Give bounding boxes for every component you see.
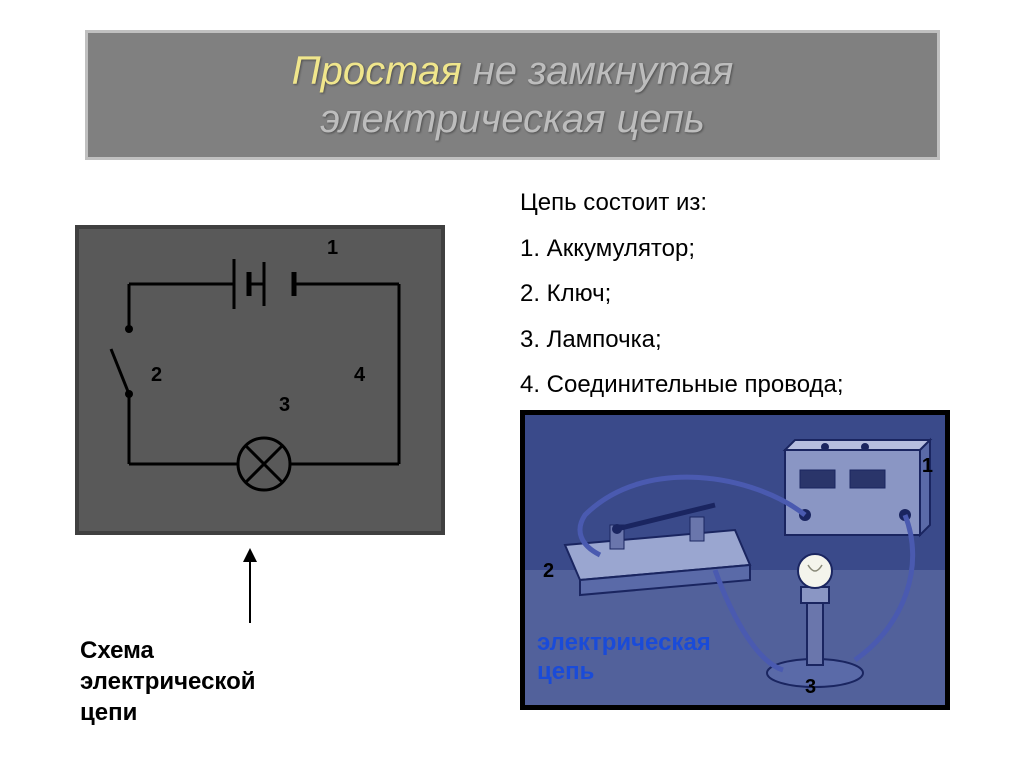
schematic-caption: Схема электрической цепи [80,635,256,729]
title-part3: электрическая цепь [320,97,705,141]
circuit-svg [79,229,441,531]
list-heading: Цепь состоит из: [520,180,844,226]
title-part2: не замкнутая [473,49,734,93]
schematic-diagram: 1 2 3 4 [75,225,445,535]
schematic-label-4: 4 [354,364,365,387]
slide-title: Простая не замкнутая электрическая цепь [85,30,940,160]
title-part1: Простая [292,49,462,93]
title-heading: Простая не замкнутая электрическая цепь [292,47,734,143]
photo-label-3: 3 [805,676,816,699]
photo-panel: 1 2 3 электрическая цепь [520,410,950,710]
list-item: 2. Ключ; [520,271,844,317]
schematic-label-1: 1 [327,237,338,260]
component-list: Цепь состоит из: 1. Аккумулятор; 2. Ключ… [520,180,844,408]
schematic-label-2: 2 [151,364,162,387]
list-item: 1. Аккумулятор; [520,226,844,272]
schematic-label-3: 3 [279,394,290,417]
photo-label-1: 1 [922,455,933,478]
list-item: 3. Лампочка; [520,317,844,363]
photo-label-2: 2 [543,560,554,583]
arrow-icon [235,548,265,623]
list-item: 4. Соединительные провода; [520,362,844,408]
photo-caption: электрическая цепь [537,629,711,687]
